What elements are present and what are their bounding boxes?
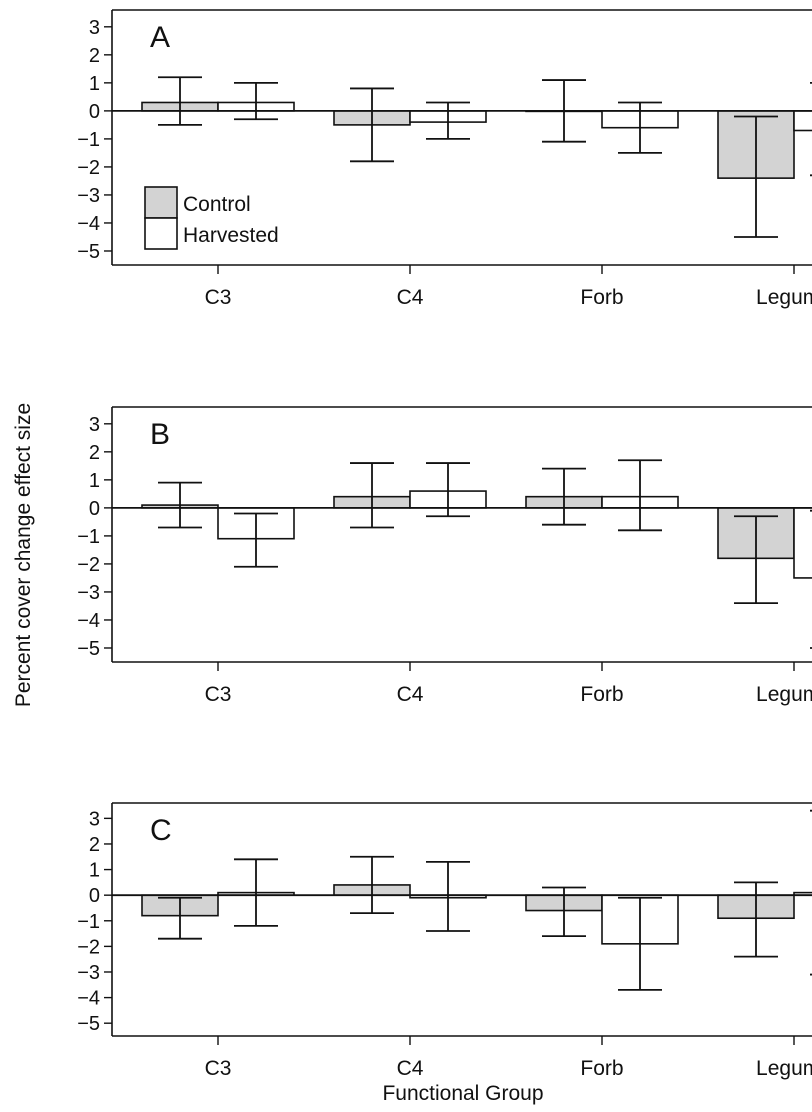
y-tick-label: −1 <box>77 129 100 151</box>
x-axis-label: Functional Group <box>382 1082 543 1105</box>
x-tick-label: C3 <box>205 286 232 309</box>
x-tick-label: C4 <box>397 1057 424 1080</box>
y-tick-label: −5 <box>77 638 100 660</box>
legend-label-harvested: Harvested <box>183 224 279 247</box>
y-tick-label: −2 <box>77 157 100 179</box>
y-tick-label: −5 <box>77 241 100 263</box>
panel-letter: B <box>150 418 170 451</box>
y-tick-label: −3 <box>77 185 100 207</box>
y-tick-label: −1 <box>77 911 100 933</box>
panel-b: −5 −4 −3 −2 −1 0 1 2 3 C3 C4 Forb Legume B <box>77 407 812 706</box>
x-tick-label: C3 <box>205 1057 232 1080</box>
y-tick-label: 0 <box>89 885 100 907</box>
y-tick-label: −3 <box>77 582 100 604</box>
y-tick-label: −4 <box>77 610 100 632</box>
x-tick-label: C4 <box>397 683 424 706</box>
x-tick-label: Forb <box>580 1057 623 1080</box>
y-tick-label: −3 <box>77 962 100 984</box>
x-tick-label: C3 <box>205 683 232 706</box>
y-tick-label: 2 <box>89 45 100 67</box>
y-tick-label: −1 <box>77 526 100 548</box>
panel-letter: A <box>150 21 170 54</box>
y-axis-label: Percent cover change effect size <box>12 403 35 707</box>
y-tick-label: 1 <box>89 470 100 492</box>
x-tick-label: Forb <box>580 683 623 706</box>
legend: Control Harvested <box>145 187 279 249</box>
legend-label-control: Control <box>183 193 251 216</box>
x-tick-label: Legume <box>756 286 812 309</box>
y-tick-label: 2 <box>89 834 100 856</box>
y-tick-label: −2 <box>77 936 100 958</box>
bar-harvested <box>794 508 812 578</box>
x-tick-label: Legume <box>756 1057 812 1080</box>
panel-a: −5 −4 −3 −2 −1 0 1 2 3 C3 C4 Forb Legume A Control Harv… <box>77 10 812 309</box>
y-tick-label: −4 <box>77 988 100 1010</box>
x-tick-label: Forb <box>580 286 623 309</box>
y-tick-label: 2 <box>89 442 100 464</box>
y-tick-label: 0 <box>89 101 100 123</box>
y-tick-label: 3 <box>89 17 100 39</box>
legend-swatch-harvested <box>145 218 177 249</box>
y-tick-label: 3 <box>89 414 100 436</box>
bar-harvested <box>794 111 812 131</box>
legend-swatch-control <box>145 187 177 218</box>
x-tick-label: C4 <box>397 286 424 309</box>
y-tick-label: −2 <box>77 554 100 576</box>
y-tick-label: 3 <box>89 808 100 830</box>
y-tick-label: −5 <box>77 1013 100 1035</box>
y-tick-label: −4 <box>77 213 100 235</box>
panel-letter: C <box>150 814 172 847</box>
panel-c: −5 −4 −3 −2 −1 0 1 2 3 C3 C4 Forb Legume C <box>77 803 812 1080</box>
x-tick-label: Legume <box>756 683 812 706</box>
y-tick-label: 0 <box>89 498 100 520</box>
y-tick-label: 1 <box>89 860 100 882</box>
y-tick-label: 1 <box>89 73 100 95</box>
